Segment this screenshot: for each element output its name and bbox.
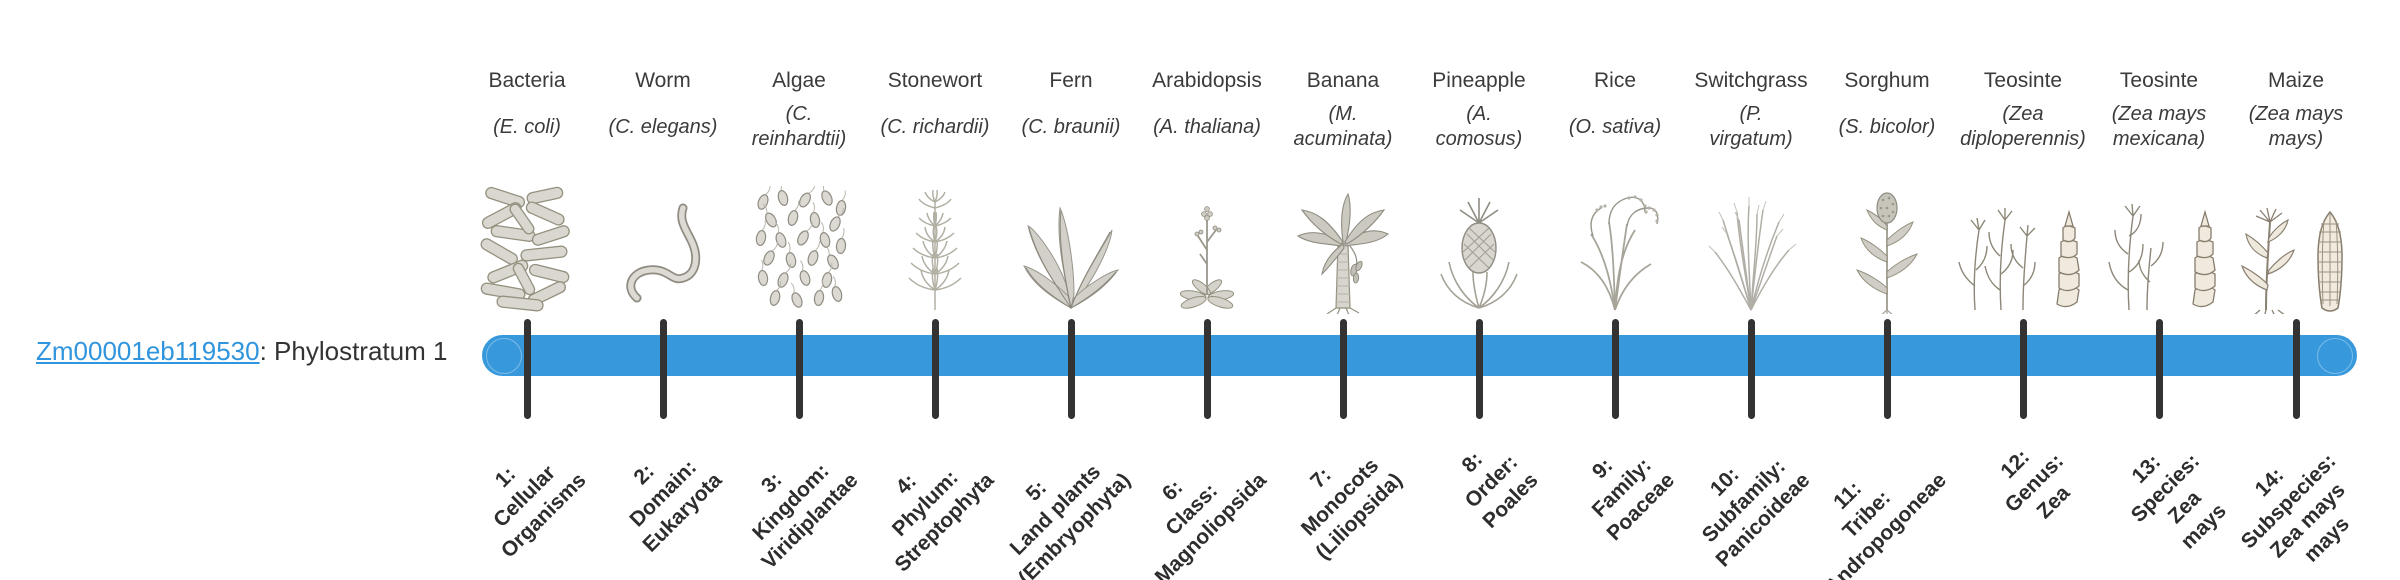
tick-mark <box>932 319 939 419</box>
organism-header: Banana (M. acuminata) <box>1263 66 1423 158</box>
organism-name: Sorghum <box>1844 69 1930 92</box>
stratum-label: 3: Kingdom: Viridiplantae <box>748 459 863 574</box>
stratum-label: 14: Subspecies: Zea mays mays <box>2237 449 2355 567</box>
stratum-label: 12: Genus: Zea <box>1996 445 2075 524</box>
organism-name: Bacteria <box>488 69 566 92</box>
teosinte-mexicana-icon <box>2081 178 2237 314</box>
organism-name: Arabidopsis <box>1152 69 1262 92</box>
stratum-label: 11: Tribe: Andropogoneae <box>1820 468 1951 580</box>
organism-species: (A. comosus) <box>1435 103 1523 150</box>
tick-mark <box>1748 319 1755 419</box>
bacteria-icon <box>457 178 597 314</box>
organism-name: Switchgrass <box>1694 69 1808 92</box>
stratum-label: 9: Family: Poaceae <box>1587 453 1679 546</box>
organism-header: Worm (C. elegans) <box>583 66 743 158</box>
stratum-label: 5: Land plants (Embryophyta) <box>1005 460 1135 580</box>
organism-name: Pineapple <box>1432 69 1526 92</box>
organism-header: Switchgrass (P. virgatum) <box>1671 66 1831 158</box>
teosinte-diploperennis-icon <box>1945 178 2101 314</box>
algae-icon <box>729 178 869 314</box>
timeline-bar <box>482 335 2357 376</box>
tick-mark <box>1612 319 1619 419</box>
maize-icon <box>2218 178 2374 314</box>
organism-header: Arabidopsis (A. thaliana) <box>1127 66 1287 158</box>
tick-mark <box>660 319 667 419</box>
bar-left-cap <box>486 338 522 374</box>
organism-species: (Zea mays mexicana) <box>2111 103 2207 150</box>
tick-mark <box>1884 319 1891 419</box>
stratum-label: 8: Order: Poales <box>1457 447 1543 533</box>
organism-species: (A. thaliana) <box>1153 115 1261 138</box>
arabidopsis-icon <box>1137 178 1277 314</box>
organism-name: Worm <box>635 69 691 92</box>
bar-right-cap <box>2317 338 2353 374</box>
fern-icon <box>1001 178 1141 314</box>
organism-name: Rice <box>1593 69 1636 92</box>
stratum-label: 6: Class: Magnoliopsida <box>1150 468 1271 580</box>
organism-species: (C. richardii) <box>880 115 990 138</box>
organism-header: Pineapple (A. comosus) <box>1399 66 1559 158</box>
stratum-label: 4: Phylum: Streptophyta <box>888 466 999 577</box>
tick-mark <box>1204 319 1211 419</box>
tick-mark <box>796 319 803 419</box>
tick-mark <box>1340 319 1347 419</box>
organism-header: Stonewort (C. richardii) <box>855 66 1015 158</box>
organism-name: Stonewort <box>887 69 983 92</box>
tick-mark <box>1476 319 1483 419</box>
organism-species: (Zea mays mays) <box>2248 103 2344 150</box>
tick-mark <box>1068 319 1075 419</box>
stratum-label: 7: Monocots (Liliopsida) <box>1296 454 1407 565</box>
sorghum-icon <box>1817 178 1957 314</box>
organism-species: (O. sativa) <box>1568 115 1662 138</box>
organism-species: (C. braunii) <box>1021 115 1121 138</box>
tick-mark <box>2156 319 2163 419</box>
switchgrass-icon <box>1681 178 1821 314</box>
gene-link[interactable]: Zm00001eb119530 <box>36 336 260 366</box>
organism-species: (Zea diploperennis) <box>1960 103 2086 150</box>
organism-header: Teosinte (Zea mays mexicana) <box>2079 66 2239 158</box>
organism-header: Fern (C. braunii) <box>991 66 1151 158</box>
stratum-label: 13: Species: Zea mays <box>2126 449 2231 554</box>
phylostratum-text: : Phylostratum 1 <box>259 336 448 366</box>
organism-species: (C. reinhardtii) <box>751 103 847 150</box>
rice-icon <box>1545 178 1685 314</box>
organism-name: Fern <box>1049 69 1093 92</box>
organism-species: (E. coli) <box>493 115 561 138</box>
worm-icon <box>593 178 733 314</box>
organism-header: Sorghum (S. bicolor) <box>1807 66 1967 158</box>
tick-mark <box>2020 319 2027 419</box>
organism-header: Rice (O. sativa) <box>1535 66 1695 158</box>
tick-mark <box>2293 319 2300 419</box>
organism-name: Algae <box>772 69 826 92</box>
organism-name: Banana <box>1306 69 1380 92</box>
organism-name: Maize <box>2267 69 2325 92</box>
stonewort-icon <box>865 178 1005 314</box>
stratum-label: 1: Cellular Organisms <box>489 461 591 563</box>
organism-species: (M. acuminata) <box>1293 103 1393 150</box>
organism-species: (S. bicolor) <box>1838 115 1936 138</box>
banana-plant-icon <box>1273 178 1413 314</box>
organism-species: (P. virgatum) <box>1709 103 1793 150</box>
pineapple-icon <box>1409 178 1549 314</box>
organism-species: (C. elegans) <box>608 115 718 138</box>
stratum-label: 2: Domain: Eukaryota <box>625 455 727 557</box>
gene-label: Zm00001eb119530: Phylostratum 1 <box>36 334 447 368</box>
organism-header: Maize (Zea mays mays) <box>2216 66 2376 158</box>
organism-name: Teosinte <box>2119 69 2199 92</box>
organism-header: Bacteria (E. coli) <box>447 66 607 158</box>
tick-mark <box>524 319 531 419</box>
organism-name: Teosinte <box>1983 69 2063 92</box>
organism-header: Algae (C. reinhardtii) <box>719 66 879 158</box>
organism-header: Teosinte (Zea diploperennis) <box>1943 66 2103 158</box>
